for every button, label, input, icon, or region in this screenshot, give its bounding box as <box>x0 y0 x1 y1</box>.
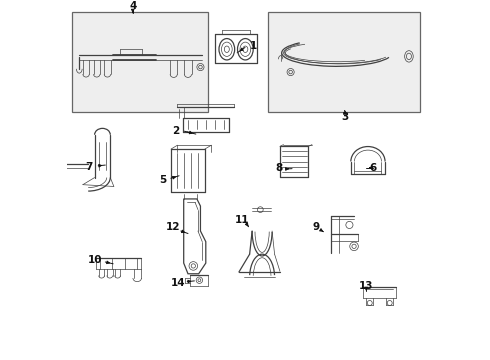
Text: 4: 4 <box>129 1 136 12</box>
Text: 10: 10 <box>87 255 102 265</box>
Text: 3: 3 <box>341 112 348 122</box>
Text: 13: 13 <box>359 281 373 291</box>
Text: 1: 1 <box>250 41 258 51</box>
Text: 9: 9 <box>312 222 319 233</box>
Text: 14: 14 <box>171 278 186 288</box>
Text: 2: 2 <box>172 126 179 136</box>
FancyBboxPatch shape <box>268 12 419 112</box>
FancyBboxPatch shape <box>72 12 208 112</box>
Text: 8: 8 <box>275 163 282 173</box>
Text: 5: 5 <box>159 175 167 185</box>
Text: 12: 12 <box>166 222 180 233</box>
Text: 11: 11 <box>235 215 250 225</box>
Text: 6: 6 <box>369 163 376 172</box>
Text: 7: 7 <box>85 162 93 172</box>
